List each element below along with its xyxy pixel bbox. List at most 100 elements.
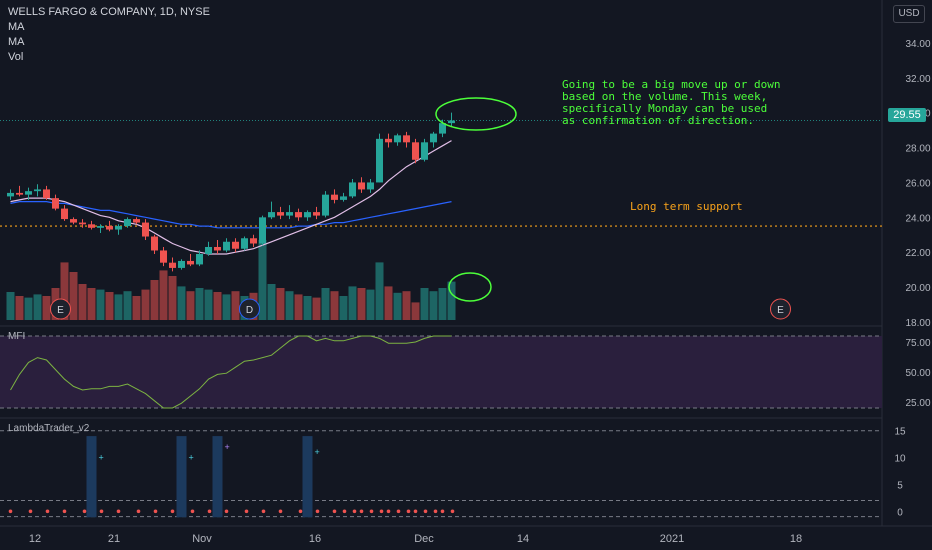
x-tick-label: 12 [29,533,41,545]
symbol-title[interactable]: WELLS FARGO & COMPANY, 1D, NYSE [8,6,210,18]
currency-badge[interactable]: USD [893,5,925,23]
indicator-ma-1[interactable]: MA [8,21,25,33]
lt-dot [386,509,391,514]
lt-dot [28,509,33,514]
lambda-pane-label[interactable]: LambdaTrader_v2 [8,423,90,434]
lt-signal-marker: + [99,453,104,463]
lt-tick-label: 10 [894,454,906,465]
volume-bar [177,286,186,320]
volume-bar [222,294,231,320]
candle-body [43,189,50,199]
x-tick-label: Dec [414,533,434,545]
volume-bar [159,270,168,320]
x-tick-label: 16 [309,533,321,545]
lt-signal-marker: + [225,442,230,452]
lt-tick-label: 5 [897,480,903,491]
candle-body [205,246,212,254]
event-marker [50,298,71,320]
volume-bar [150,280,159,320]
event-marker-label: E [57,305,64,316]
volume-bar [33,294,42,320]
volume-bar [6,292,15,320]
annotation-support[interactable]: Long term support [630,200,743,213]
lt-dot [298,509,303,514]
candle-body [70,219,77,223]
lt-tick-label: 0 [897,507,903,518]
lt-dot [170,509,175,514]
candle-body [430,133,437,143]
lt-dot [82,509,87,514]
annotation-note[interactable]: Going to be a big move up or down based … [562,78,781,127]
volume-bar [132,296,141,320]
lt-dot [8,509,13,514]
price-tick-label: 26.00 [905,178,930,189]
volume-bar [285,291,294,320]
price-tick-label: 28.00 [905,144,930,155]
lt-dot [413,509,418,514]
event-marker [770,298,791,320]
lt-dot [315,509,320,514]
x-tick-label: 18 [790,533,802,545]
lt-signal-bar [176,436,187,518]
candle-body [349,182,356,197]
candle-body [394,135,401,143]
lt-dot [261,509,266,514]
lt-dot [116,509,121,514]
volume-bar [231,291,240,320]
lt-dot [359,509,364,514]
candle-body [403,135,410,143]
candle-body [331,194,338,200]
volume-bar [402,291,411,320]
mfi-tick-label: 50.00 [905,368,930,379]
event-marker-label: E [777,305,784,316]
candle-body [439,123,446,134]
candle-body [259,217,266,244]
candle-body [250,238,257,244]
volume-bar [312,297,321,320]
candle-body [79,222,86,225]
volume-bar [186,291,195,320]
candle-body [232,241,239,249]
volume-bar [42,296,51,320]
ma-slow-line [10,201,452,229]
candle-body [61,208,68,220]
volume-bar [78,284,87,320]
mfi-line [10,335,452,409]
indicator-ma-2[interactable]: MA [8,36,25,48]
lt-tick-label: 15 [894,427,906,438]
last-price-tag: 29.55 [888,108,926,122]
mfi-tick-label: 75.00 [905,338,930,349]
volume-bar [24,297,33,320]
candle-body [97,226,104,228]
candle-body [214,246,221,251]
annotation-circle-volume [448,272,492,302]
candle-body [34,189,41,192]
candle-body [133,219,140,223]
lt-dot [190,509,195,514]
volume-bar [411,302,420,320]
candle-body [160,250,167,263]
mfi-pane-label[interactable]: MFI [8,331,26,342]
candle-body [340,196,347,200]
candle-body [241,238,248,249]
event-marker [239,298,260,320]
volume-bar [429,291,438,320]
lt-dot [99,509,104,514]
volume-bar [195,288,204,320]
lt-dot [352,509,357,514]
volume-bar [123,291,132,320]
lt-dot [62,509,67,514]
volume-bar [267,284,276,320]
candle-body [142,222,149,237]
chart-header: WELLS FARGO & COMPANY, 1D, NYSE MA MA Vo… [8,5,210,65]
lt-dot [153,509,158,514]
candle-body [52,198,59,209]
candle-body [151,236,158,251]
price-tick-label: 20.00 [905,283,930,294]
volume-bar [141,289,150,320]
lt-signal-marker: + [189,453,194,463]
indicator-vol[interactable]: Vol [8,51,24,63]
x-tick-label: Nov [192,533,212,545]
candle-body [7,192,14,197]
